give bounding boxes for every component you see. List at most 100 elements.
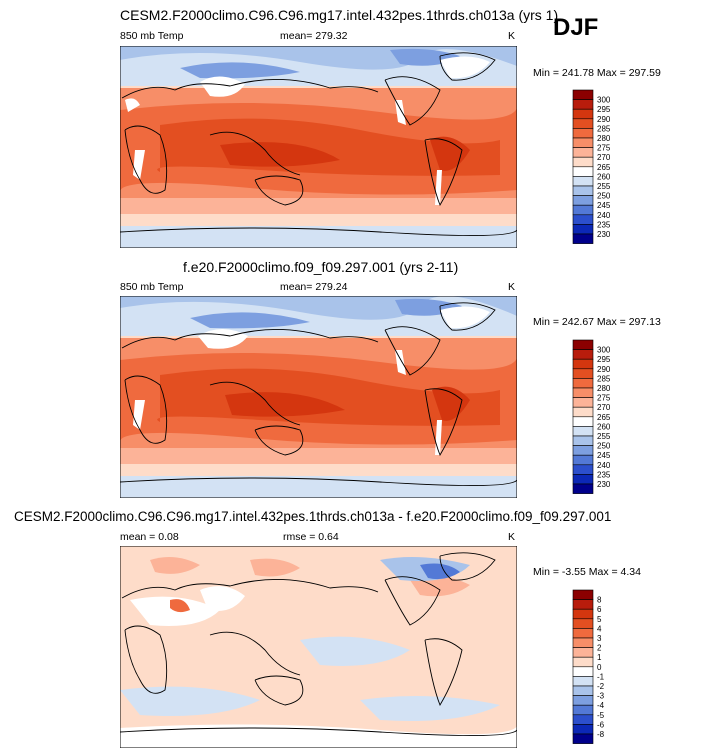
- colorbar-tick-label: 295: [597, 105, 611, 114]
- panel2-mean: mean= 279.24: [280, 281, 348, 293]
- colorbar-segment: [572, 137, 594, 148]
- colorbar-segment: [572, 685, 594, 696]
- colorbar-segment: [572, 99, 594, 110]
- panel2-map: [120, 296, 517, 498]
- colorbar-segment: [572, 224, 594, 235]
- colorbar-segment: [572, 628, 594, 639]
- panel3-title: CESM2.F2000climo.C96.C96.mg17.intel.432p…: [14, 509, 612, 524]
- colorbar-tick-label: 275: [597, 394, 611, 403]
- colorbar-segment: [572, 195, 594, 206]
- colorbar-tick-label: -5: [597, 711, 605, 720]
- panel1-units: K: [508, 30, 516, 42]
- colorbar-segment: [572, 118, 594, 129]
- colorbar-tick-label: 0: [597, 663, 602, 672]
- colorbar-tick-label: 5: [597, 615, 602, 624]
- colorbar-segment: [572, 89, 594, 100]
- colorbar-tick-label: -4: [597, 701, 605, 710]
- colorbar-tick-label: 275: [597, 144, 611, 153]
- colorbar-segment: [572, 695, 594, 706]
- colorbar-tick-label: 245: [597, 451, 611, 460]
- colorbar-segment: [572, 156, 594, 168]
- colorbar-segment: [572, 666, 594, 677]
- colorbar-segment: [572, 618, 594, 629]
- colorbar-segment: [572, 724, 594, 735]
- panel1-variable: 850 mb Temp: [120, 30, 184, 42]
- panel3-rmse: rmse = 0.64: [283, 531, 339, 543]
- colorbar-segment: [572, 637, 594, 648]
- colorbar-tick-label: 255: [597, 182, 611, 191]
- colorbar-segment: [572, 435, 594, 446]
- colorbar-segment: [572, 147, 594, 158]
- panel1-map: [120, 46, 517, 248]
- colorbar-segment: [572, 464, 594, 475]
- colorbar-tick-label: 260: [597, 422, 611, 431]
- colorbar-segment: [572, 339, 594, 350]
- colorbar-tick-label: -1: [597, 672, 605, 681]
- colorbar-segment: [572, 676, 594, 687]
- panel2-minmax: Min = 242.67 Max = 297.13: [533, 316, 661, 328]
- colorbar-segment: [572, 474, 594, 485]
- panel3-units: K: [508, 531, 516, 543]
- panel2-colorbar: 3002952902852802752702652602552502452402…: [572, 339, 611, 494]
- colorbar-tick-label: 295: [597, 355, 611, 364]
- colorbar-segment: [572, 445, 594, 456]
- colorbar-segment: [572, 656, 594, 668]
- colorbar-tick-label: 280: [597, 384, 611, 393]
- colorbar-tick-label: 6: [597, 605, 602, 614]
- colorbar-tick-label: 265: [597, 163, 611, 172]
- colorbar-segment: [572, 589, 594, 600]
- colorbar-tick-label: 1: [597, 653, 602, 662]
- colorbar-tick-label: 245: [597, 201, 611, 210]
- panel1-mean: mean= 279.32: [280, 30, 348, 42]
- colorbar-segment: [572, 397, 594, 408]
- colorbar-segment: [572, 204, 594, 216]
- colorbar-tick-label: 2: [597, 644, 602, 653]
- colorbar-tick-label: 280: [597, 134, 611, 143]
- colorbar-tick-label: 300: [597, 346, 611, 355]
- colorbar-tick-label: 255: [597, 432, 611, 441]
- colorbar-segment: [572, 176, 594, 187]
- colorbar-tick-label: -6: [597, 720, 605, 729]
- panel2-units: K: [508, 281, 516, 293]
- panel3-minmax: Min = -3.55 Max = 4.34: [533, 566, 641, 578]
- colorbar-tick-label: 230: [597, 230, 611, 239]
- colorbar-segment: [572, 704, 594, 716]
- colorbar-tick-label: 3: [597, 634, 602, 643]
- colorbar-segment: [572, 378, 594, 389]
- colorbar-tick-label: 4: [597, 624, 602, 633]
- colorbar-tick-label: 8: [597, 596, 602, 605]
- colorbar-segment: [572, 108, 594, 120]
- colorbar-segment: [572, 483, 594, 494]
- panel3-map: [120, 546, 517, 748]
- colorbar-segment: [572, 387, 594, 398]
- colorbar-tick-label: 260: [597, 172, 611, 181]
- panel1-colorbar: 3002952902852802752702652602552502452402…: [572, 89, 611, 244]
- colorbar-tick-label: 265: [597, 413, 611, 422]
- colorbar-segment: [572, 406, 594, 418]
- colorbar-segment: [572, 608, 594, 620]
- colorbar-segment: [572, 349, 594, 360]
- colorbar-tick-label: 230: [597, 480, 611, 489]
- colorbar-tick-label: 270: [597, 153, 611, 162]
- colorbar-segment: [572, 185, 594, 196]
- colorbar-segment: [572, 426, 594, 437]
- colorbar-tick-label: 290: [597, 115, 611, 124]
- panel1-minmax: Min = 241.78 Max = 297.59: [533, 67, 661, 79]
- colorbar-tick-label: 270: [597, 403, 611, 412]
- colorbar-segment: [572, 599, 594, 610]
- panel2-variable: 850 mb Temp: [120, 281, 184, 293]
- colorbar-tick-label: 240: [597, 211, 611, 220]
- colorbar-segment: [572, 454, 594, 466]
- season-label: DJF: [553, 14, 599, 41]
- colorbar-tick-label: -3: [597, 692, 605, 701]
- colorbar-tick-label: 285: [597, 374, 611, 383]
- colorbar-tick-label: 250: [597, 442, 611, 451]
- colorbar-segment: [572, 647, 594, 658]
- panel2-title: f.e20.F2000climo.f09_f09.297.001 (yrs 2-…: [183, 259, 459, 275]
- colorbar-tick-label: 240: [597, 461, 611, 470]
- colorbar-tick-label: 285: [597, 124, 611, 133]
- colorbar-segment: [572, 733, 594, 744]
- colorbar-segment: [572, 368, 594, 379]
